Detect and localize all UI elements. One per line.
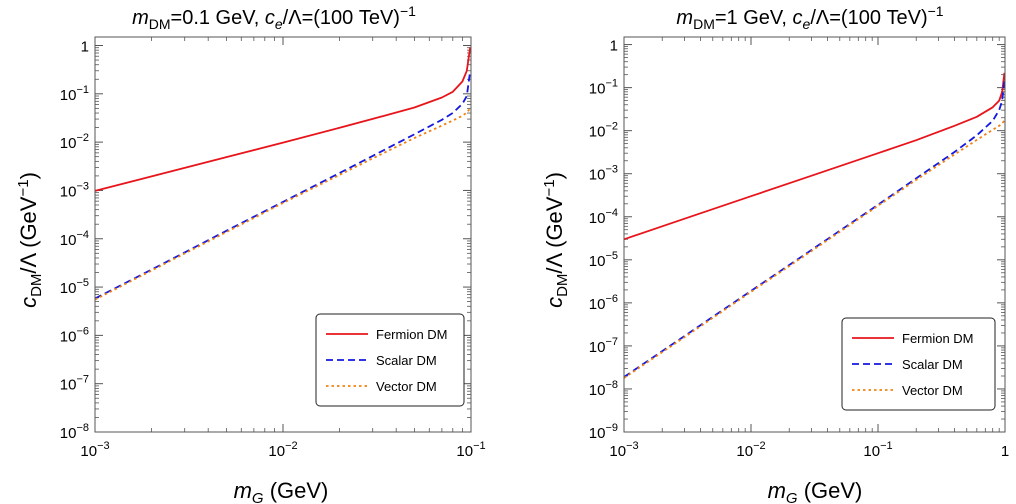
x-tick-label: 1: [1001, 443, 1009, 460]
y-tick-label: 10−7: [589, 336, 618, 356]
legend: Fermion DM Scalar DM Vector DM: [841, 317, 996, 411]
y-tick-label: 1: [81, 39, 89, 56]
series-fermion-dm-line: [623, 72, 1006, 241]
chart-title: mDM=1 GeV, ce/Λ=(100 TeV)−1: [676, 3, 943, 32]
y-tick-label: 10−6: [60, 325, 89, 345]
series-fermion-dm-line: [94, 47, 472, 192]
y-tick-label: 10−5: [60, 277, 89, 297]
legend-vector-label: Vector DM: [376, 379, 437, 394]
x-tick-label: 10−2: [736, 440, 765, 460]
y-tick-label: 10−2: [589, 121, 618, 141]
axis-ticks: 10−3 10−2 10−1 1 10−9 10−8 10−7 10−6 10−5 10−4 10−…: [589, 37, 1009, 460]
chart-title: mDM=0.1 GeV, ce/Λ=(100 TeV)−1: [132, 3, 416, 32]
y-tick-label: 10−8: [589, 379, 618, 399]
chart-panel-1: mDM=0.1 GeV, ce/Λ=(100 TeV)−1 mG (GeV) c…: [15, 3, 486, 504]
plot-frame: [94, 36, 472, 433]
y-tick-label: 10−4: [589, 207, 618, 227]
plot-curves: [94, 47, 472, 301]
chart-panel-2: mDM=1 GeV, ce/Λ=(100 TeV)−1 mG (GeV) cDM…: [541, 3, 1009, 504]
legend-box: [315, 313, 465, 407]
y-axis-label: cDM/Λ (GeV−1): [541, 172, 571, 308]
x-tick-label: 10−1: [863, 440, 892, 460]
x-axis-label: mG (GeV): [234, 478, 329, 504]
y-tick-label: 10−1: [60, 84, 89, 104]
series-vector-dm-line: [94, 107, 471, 301]
series-scalar-dm-line: [623, 79, 1006, 378]
y-tick-label: 10−3: [589, 164, 618, 184]
y-axis-label: cDM/Λ (GeV−1): [15, 172, 45, 308]
series-scalar-dm-line: [94, 70, 472, 300]
x-tick-label: 10−3: [80, 440, 109, 460]
legend: Fermion DM Scalar DM Vector DM: [315, 313, 465, 407]
legend-fermion-label: Fermion DM: [902, 331, 974, 346]
legend-scalar-label: Scalar DM: [902, 357, 963, 372]
y-tick-label: 10−7: [60, 374, 89, 394]
series-vector-dm-line: [623, 120, 1006, 379]
x-tick-label: 10−3: [609, 440, 638, 460]
y-tick-label: 1: [610, 38, 618, 55]
y-tick-label: 10−3: [60, 180, 89, 200]
y-tick-label: 10−9: [589, 422, 618, 442]
legend-box: [841, 317, 996, 411]
y-tick-label: 10−2: [60, 132, 89, 152]
plot-curves: [623, 72, 1006, 379]
x-tick-label: 10−1: [456, 440, 485, 460]
x-axis-label: mG (GeV): [768, 478, 863, 504]
legend-scalar-label: Scalar DM: [376, 353, 437, 368]
y-tick-label: 10−8: [60, 422, 89, 442]
y-tick-label: 10−6: [589, 293, 618, 313]
legend-fermion-label: Fermion DM: [376, 327, 448, 342]
x-tick-label: 10−2: [268, 440, 297, 460]
y-tick-label: 10−1: [589, 78, 618, 98]
legend-vector-label: Vector DM: [902, 383, 963, 398]
plot-frame: [623, 36, 1006, 433]
y-tick-label: 10−4: [60, 229, 89, 249]
y-tick-label: 10−5: [589, 250, 618, 270]
